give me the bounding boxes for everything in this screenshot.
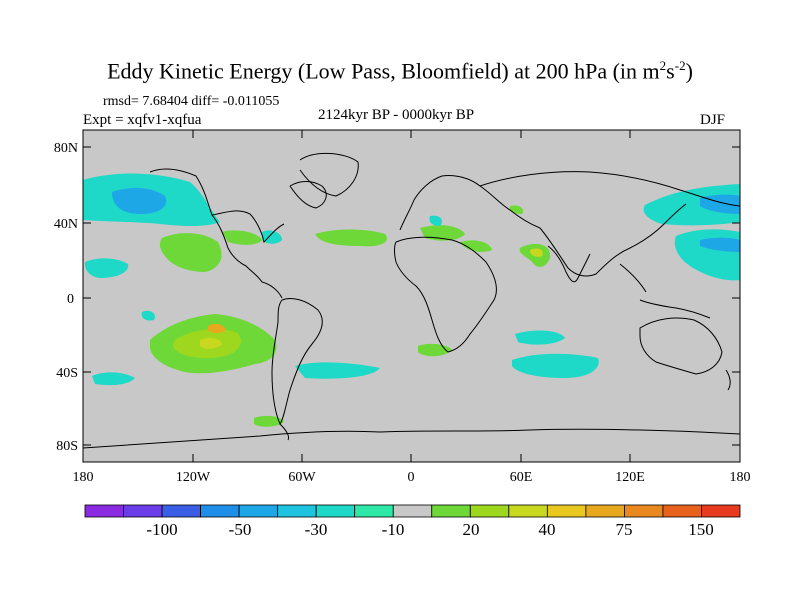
colorbar-swatch — [315, 504, 356, 518]
anomaly-med-green — [420, 225, 465, 241]
lon-label-120w: 120W — [176, 470, 211, 485]
anomaly-wpacific-blue — [700, 237, 740, 252]
experiment-label: Expt = xqfv1-xqfua — [83, 112, 202, 128]
colorbar-label-neg10: -10 — [382, 520, 405, 539]
colorbar-label-neg100: -100 — [146, 520, 177, 539]
coast-antarctic-peninsula — [279, 423, 289, 441]
anomaly-cpacific-green — [159, 233, 222, 272]
anomaly-tropical-teal — [141, 310, 156, 321]
lon-label-60w: 60W — [288, 470, 316, 485]
coast-newzealand — [725, 369, 731, 391]
anomaly-spacific-orange — [208, 323, 226, 333]
lon-label-180e: 180 — [730, 470, 751, 485]
colorbar-swatch — [392, 504, 433, 518]
colorbar-swatch — [662, 504, 702, 518]
colorbar-swatch — [84, 504, 124, 518]
axis-ticks — [82, 130, 741, 462]
colorbar-swatch — [354, 504, 394, 518]
anomaly-mideast-green — [460, 240, 492, 252]
colorbar-swatch — [161, 504, 201, 518]
colorbar-label-40: 40 — [539, 520, 556, 539]
colorbar-swatch — [585, 504, 625, 518]
season-label: DJF — [700, 112, 726, 128]
lat-label-80s: 80S — [56, 439, 78, 454]
colorbar-label-neg50: -50 — [229, 520, 252, 539]
anomaly-s-teal-2 — [295, 362, 380, 379]
coast-india — [547, 245, 591, 283]
lon-label-0: 0 — [408, 470, 415, 485]
coast-europe — [399, 175, 541, 231]
colorbar-label-neg30: -30 — [305, 520, 328, 539]
coast-south-america — [271, 297, 323, 426]
anomaly-japan-teal — [643, 184, 740, 226]
map-title: Eddy Kinetic Energy (Low Pass, Bloomfiel… — [107, 58, 693, 84]
coast-africa — [394, 236, 497, 353]
colorbar-label-20: 20 — [463, 520, 480, 539]
lon-label-180w: 180 — [73, 470, 94, 485]
colorbar — [84, 504, 741, 518]
lat-label-40s: 40S — [56, 366, 78, 381]
colorbar-swatch — [701, 504, 741, 518]
anomaly-s-teal-1 — [92, 372, 135, 386]
colorbar-swatch — [431, 504, 471, 518]
colorbar-label-150: 150 — [688, 520, 714, 539]
lon-label-120e: 120E — [615, 470, 645, 485]
colorbar-swatch — [546, 504, 587, 518]
anomaly-s-teal-3 — [512, 353, 599, 378]
coast-asia — [479, 171, 741, 277]
colorbar-swatch — [123, 504, 163, 518]
colorbar-swatch — [277, 504, 317, 518]
colorbar-swatch — [238, 504, 279, 518]
coast-north-america — [149, 168, 327, 299]
colorbar-swatch — [469, 504, 510, 518]
colorbar-swatch — [508, 504, 548, 518]
anomaly-fields — [83, 173, 740, 427]
colorbar-swatch — [624, 504, 664, 518]
anomaly-s-teal-4 — [515, 330, 565, 345]
colorbar-label-75: 75 — [616, 520, 633, 539]
coast-antarctica — [82, 428, 741, 449]
lon-label-60e: 60E — [510, 470, 533, 485]
coastlines — [82, 152, 741, 449]
time-period-label: 2124kyr BP - 0000kyr BP — [318, 107, 475, 123]
anomaly-atlantic-green — [315, 229, 388, 247]
lat-label-80n: 80N — [54, 141, 78, 156]
coast-australia — [639, 317, 723, 375]
lat-label-0: 0 — [67, 292, 74, 307]
anomaly-nafrica-teal — [429, 215, 442, 226]
colorbar-swatch — [200, 504, 240, 518]
stats-text: rmsd= 7.68404 diff= -0.011055 — [103, 94, 280, 109]
anomaly-us-green — [222, 230, 262, 245]
anomaly-npacific-blue — [112, 187, 167, 214]
coast-seasia — [619, 263, 711, 319]
lat-label-40n: 40N — [54, 217, 78, 232]
anomaly-spacific-olive — [200, 337, 222, 349]
anomaly-asia-olive — [530, 248, 543, 257]
anomaly-us-teal — [262, 230, 282, 244]
anomaly-s-green-2 — [254, 415, 284, 427]
anomaly-npacific-teal-2 — [84, 258, 129, 278]
coast-greenland — [299, 152, 359, 197]
